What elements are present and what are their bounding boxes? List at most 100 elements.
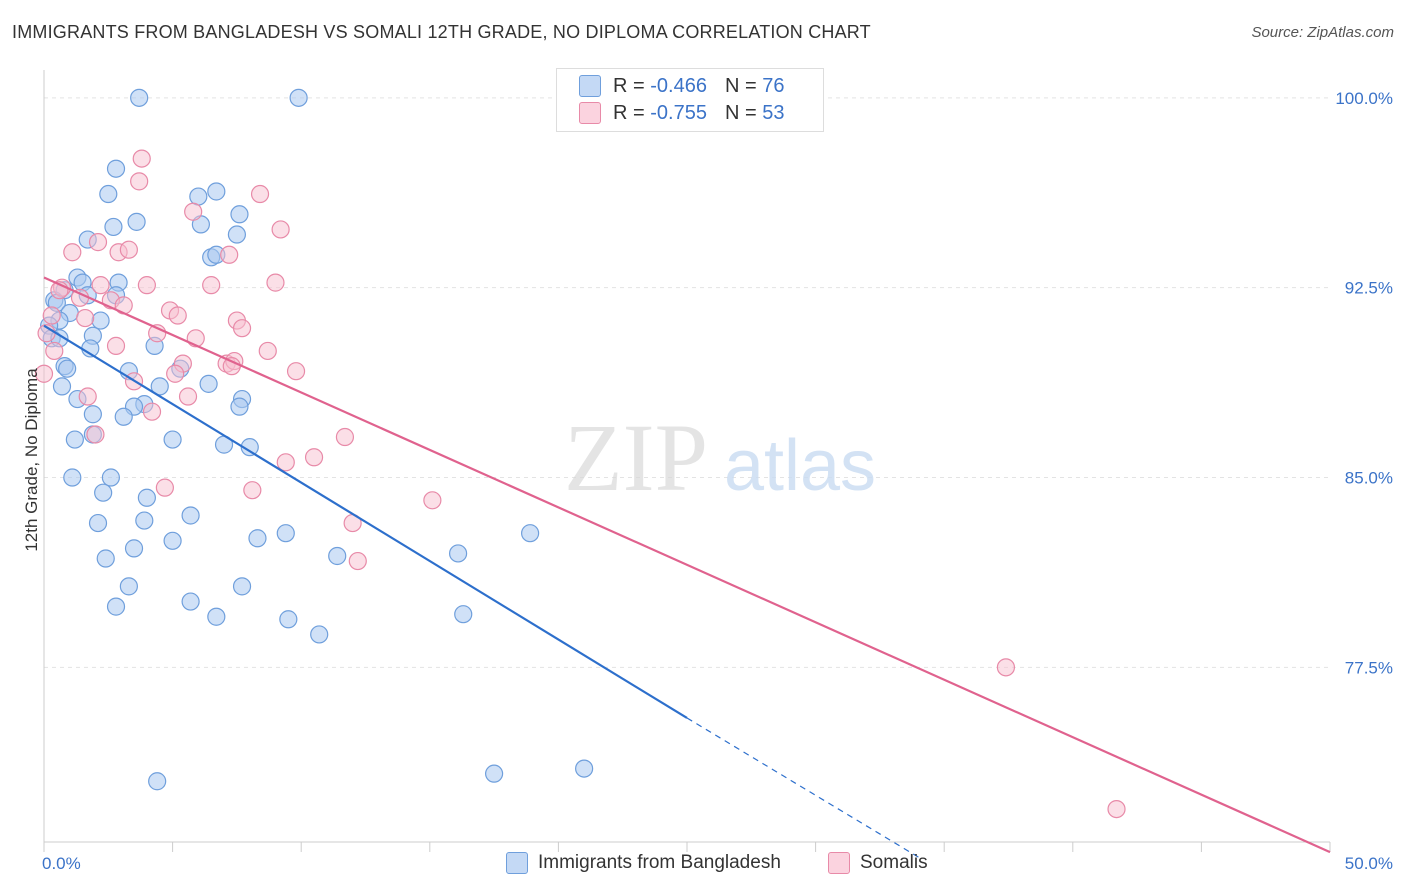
data-point-somalis [106,336,126,355]
data-point-bangladesh [148,772,167,791]
data-point-bangladesh [94,483,113,502]
trend-line-bangladesh-extension [686,717,919,858]
data-point-bangladesh [127,212,146,231]
data-point-somalis [222,357,241,376]
legend-item-somalis[interactable]: Somalis [828,852,928,874]
data-point-bangladesh [101,468,120,487]
data-point-somalis [243,481,262,500]
y-tick-label: 85.0% [1345,469,1393,488]
data-point-somalis [155,478,174,497]
data-point-bangladesh [189,187,208,206]
data-point-bangladesh [310,625,329,644]
legend-item-bangladesh[interactable]: Immigrants from Bangladesh [506,852,781,874]
data-point-bangladesh [230,397,249,416]
data-point-bangladesh [135,511,154,530]
data-point-somalis [91,276,110,295]
data-point-somalis [271,220,290,239]
data-point-bangladesh [232,577,252,596]
series-bangladesh [40,88,594,791]
data-point-bangladesh [119,577,138,596]
legend-row-bangladesh: R = -0.466 N = 76 [579,75,784,97]
data-point-somalis [42,306,61,325]
legend-row-somalis: R = -0.755 N = 53 [579,102,784,124]
data-point-somalis [266,273,285,292]
watermark: ZIP atlas [564,404,876,511]
data-point-bangladesh [106,597,126,616]
data-point-somalis [166,364,185,383]
data-point-somalis [119,240,138,259]
legend-swatch-blue [506,852,528,874]
data-point-somalis [250,184,270,204]
data-point-somalis [184,202,203,221]
data-point-bangladesh [83,405,102,424]
watermark-atlas: atlas [724,426,876,506]
legend-r-label: R = [613,101,645,124]
data-point-somalis [130,172,149,191]
data-point-bangladesh [248,529,267,548]
data-point-bangladesh [575,759,594,778]
source-label: Source: ZipAtlas.com [1251,24,1394,41]
data-point-bangladesh [106,159,126,178]
legend-swatch-pink [828,852,850,874]
y-tick-label: 100.0% [1335,89,1393,108]
data-point-somalis [1107,799,1126,819]
legend-r-value: -0.755 [650,101,707,124]
series-somalis [34,149,1126,819]
data-point-bangladesh [99,184,118,204]
legend-swatch-pink [579,102,601,124]
y-tick-label: 77.5% [1345,658,1393,677]
data-point-somalis [220,245,239,264]
series-legend: Immigrants from Bangladesh Somalis [0,850,1406,880]
stats-legend: R = -0.466 N = 76 R = -0.755 N = 53 [556,68,824,132]
data-point-bangladesh [328,546,347,566]
y-tick-label: 92.5% [1345,279,1393,298]
data-point-somalis [34,364,54,383]
data-point-bangladesh [276,524,295,543]
trend-line-somalis [43,276,1331,854]
data-point-bangladesh [230,205,249,224]
data-point-bangladesh [163,531,182,550]
data-point-bangladesh [114,407,133,426]
data-point-bangladesh [104,217,123,237]
data-point-bangladesh [199,374,218,393]
data-point-bangladesh [63,468,82,487]
data-point-bangladesh [58,359,77,378]
legend-label: Immigrants from Bangladesh [538,852,781,873]
data-point-bangladesh [163,430,182,449]
data-point-somalis [63,243,82,262]
trend-line-bangladesh [43,324,688,719]
axes [43,70,1331,852]
trend-lines [43,276,1331,858]
data-point-somalis [202,276,221,295]
data-point-somalis [137,276,156,295]
watermark-zip: ZIP [564,404,708,511]
data-point-somalis [45,341,64,361]
data-point-bangladesh [91,311,110,330]
tick-labels: 100.0% 92.5% 85.0% 77.5% 0.0% 50.0% [42,89,1393,873]
legend-n-label: N = [724,101,757,124]
x-tick-label: 0.0% [42,854,81,873]
legend-n-label: N = [724,74,757,97]
data-point-bangladesh [448,544,468,563]
data-point-somalis [304,448,324,467]
x-tick-label: 50.0% [1345,854,1393,873]
data-point-bangladesh [207,182,226,201]
data-point-somalis [996,658,1016,677]
data-point-somalis [142,402,162,421]
data-point-bangladesh [88,513,108,533]
legend-n-value: 76 [762,74,785,97]
data-point-bangladesh [137,488,156,507]
data-point-somalis [276,453,295,472]
data-point-somalis [168,306,187,325]
data-point-bangladesh [521,524,540,543]
data-point-bangladesh [227,225,246,244]
legend-r-value: -0.466 [650,74,707,97]
data-point-somalis [178,387,198,406]
data-point-bangladesh [124,539,144,558]
data-point-bangladesh [181,506,200,525]
legend-r-label: R = [613,74,645,97]
data-point-somalis [88,233,108,252]
data-point-bangladesh [130,88,149,107]
data-point-somalis [132,149,151,168]
